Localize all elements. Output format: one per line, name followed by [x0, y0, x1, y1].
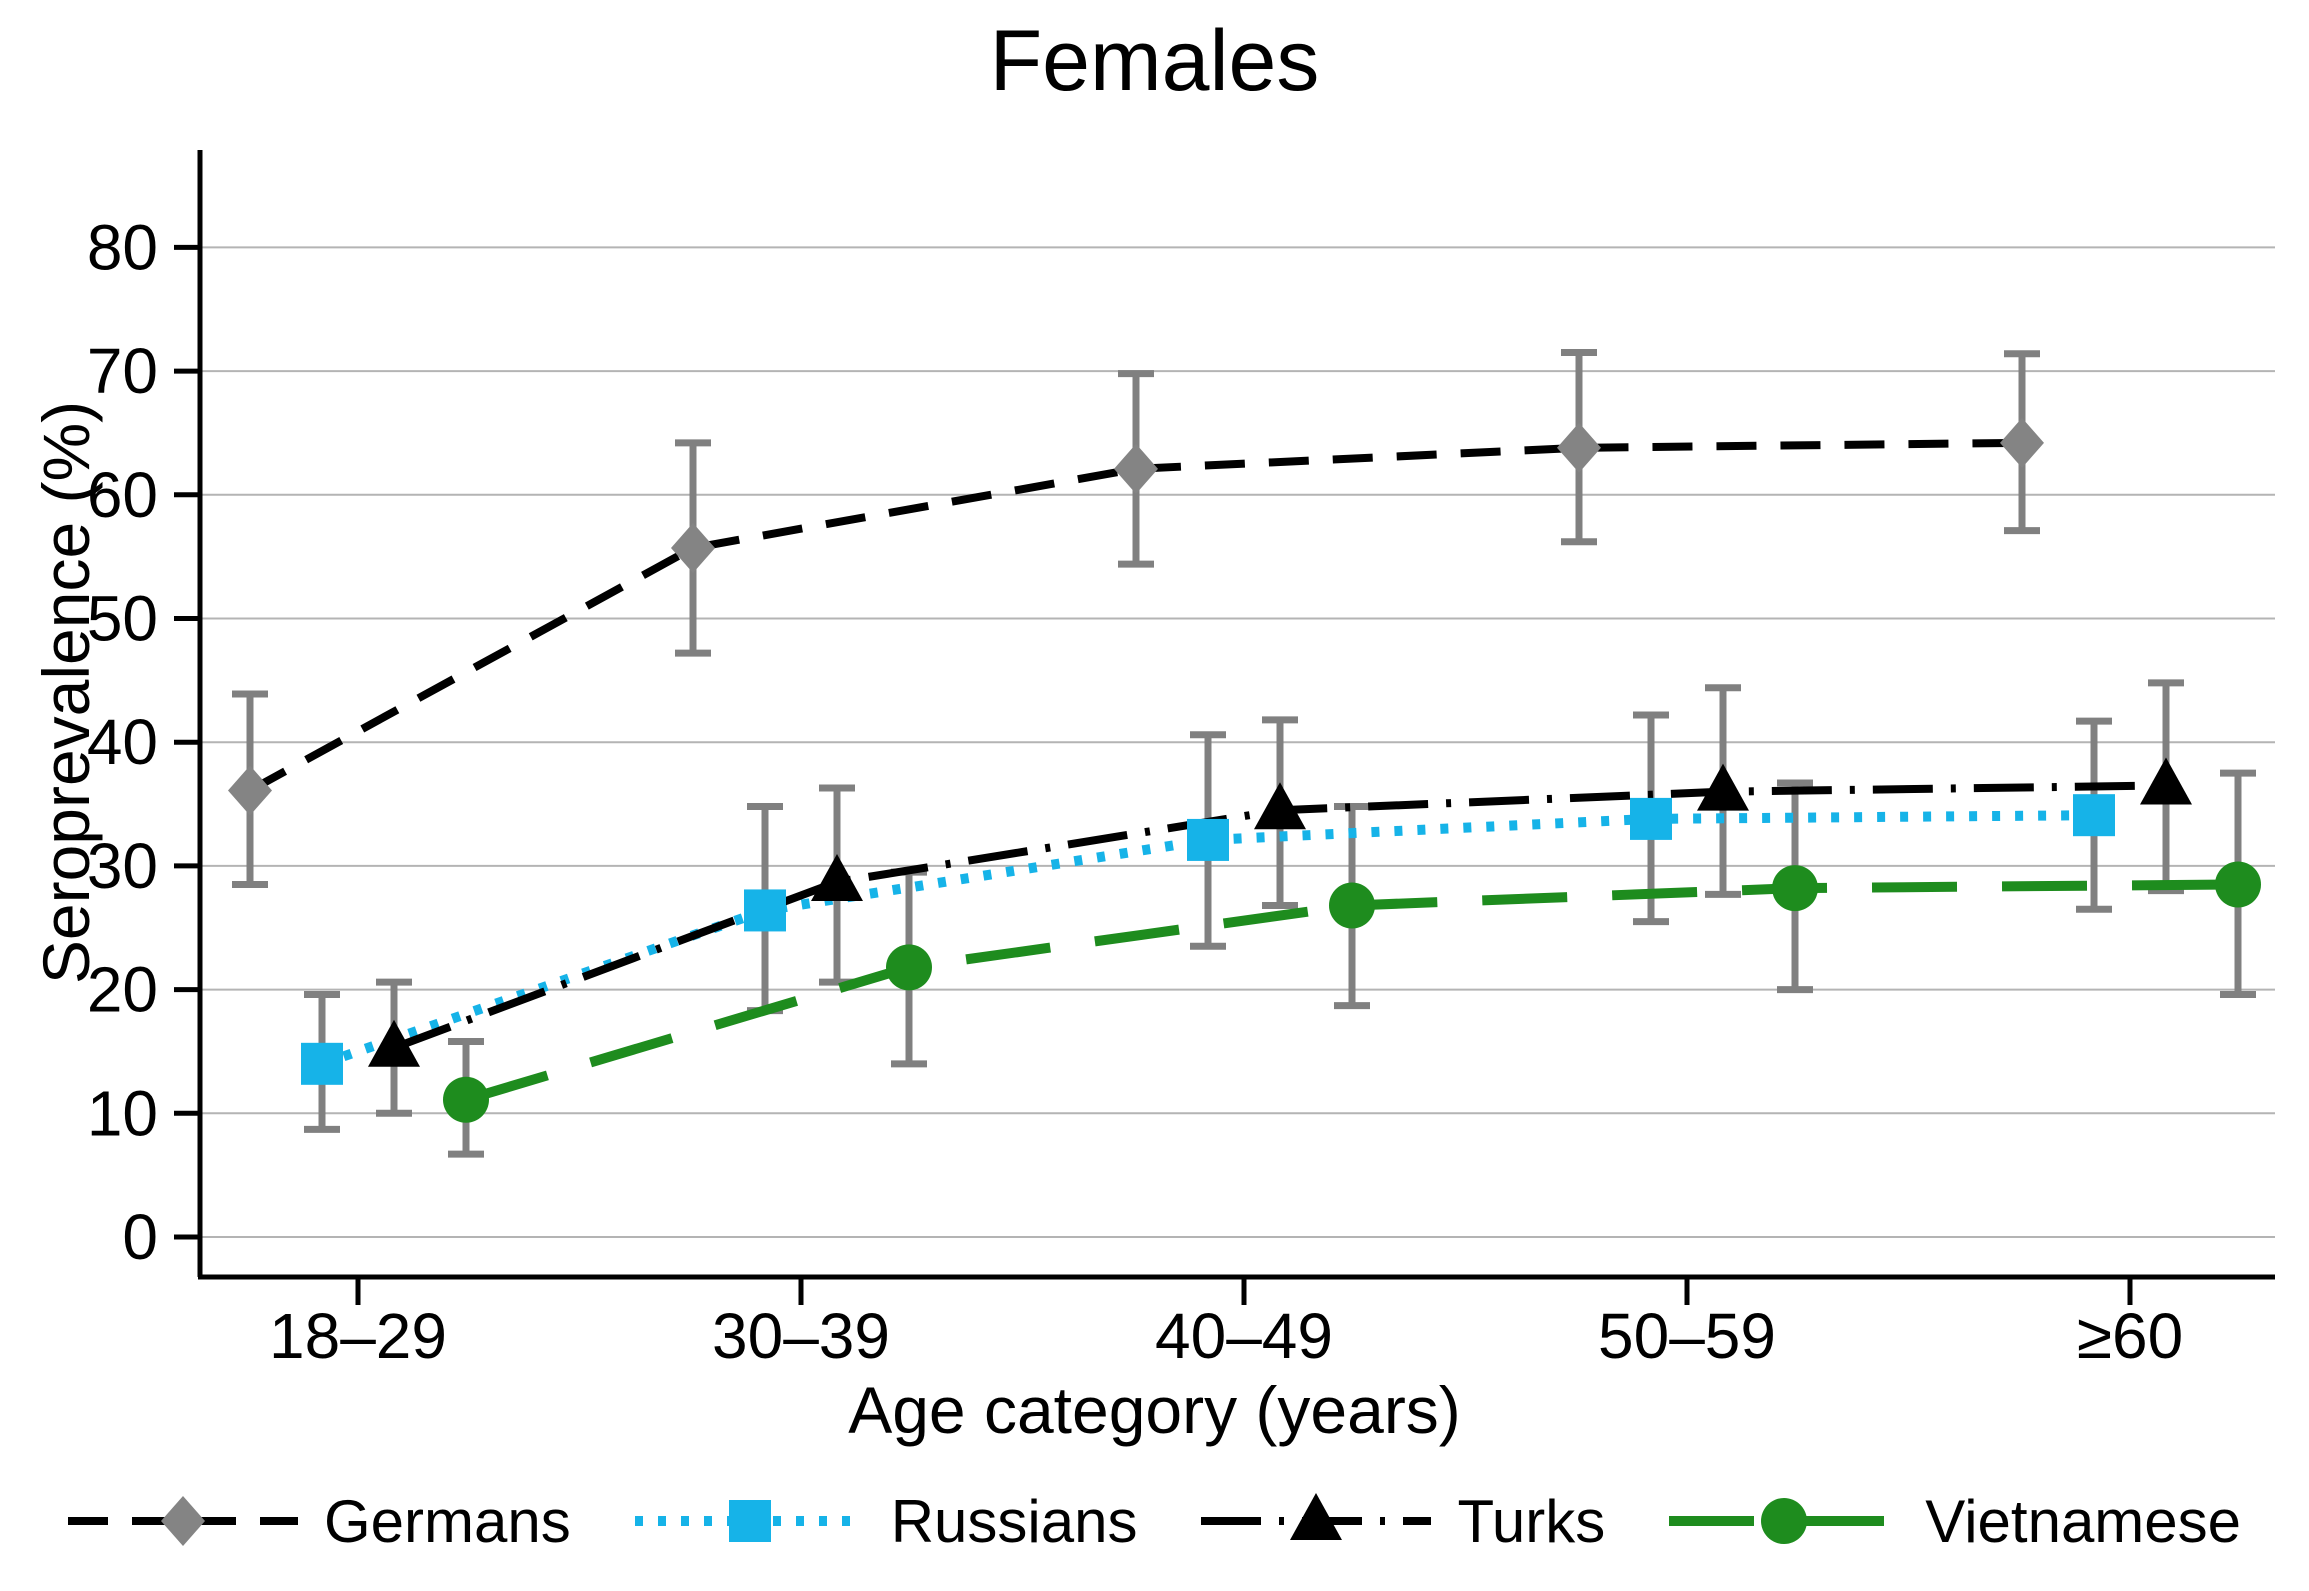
marker-germans-0 — [228, 765, 272, 816]
legend-marker-vietnamese — [1761, 1498, 1808, 1544]
marker-vietnamese-3 — [1772, 865, 1818, 912]
legend-label-germans: Germans — [323, 1487, 571, 1555]
marker-vietnamese-2 — [1329, 882, 1375, 929]
y-tick-label-10: 10 — [87, 1077, 158, 1149]
y-tick-label-70: 70 — [87, 335, 158, 407]
marker-turks-3 — [1697, 763, 1749, 811]
marker-turks-2 — [1254, 782, 1306, 830]
legend-swatch-germans — [67, 1496, 298, 1546]
x-tick-label-2: 40–49 — [1155, 1300, 1333, 1372]
x-axis-title: Age category (years) — [848, 1373, 1461, 1447]
legend-swatch-russians — [634, 1500, 865, 1542]
marker-russians-2 — [1187, 818, 1229, 861]
marker-russians-4 — [2073, 794, 2115, 837]
legend-item-germans: Germans — [67, 1485, 571, 1557]
x-tick-label-1: 30–39 — [712, 1300, 890, 1372]
y-tick-label-50: 50 — [87, 583, 158, 655]
legend-swatch-turks — [1201, 1493, 1432, 1540]
y-tick-label-30: 30 — [87, 830, 158, 902]
marker-vietnamese-1 — [886, 944, 932, 991]
legend-label-russians: Russians — [890, 1487, 1138, 1555]
chart-title: Females — [989, 13, 1320, 109]
legend-marker-germans — [160, 1496, 205, 1546]
legend-item-vietnamese: Vietnamese — [1669, 1485, 2241, 1557]
y-axis-title: Seroprevalence (%) — [29, 400, 103, 985]
marker-russians-1 — [744, 889, 786, 932]
x-tick-label-3: 50–59 — [1598, 1300, 1776, 1372]
marker-turks-4 — [2140, 757, 2192, 805]
legend-swatch-vietnamese — [1669, 1498, 1900, 1544]
x-tick-label-0: 18–29 — [269, 1300, 447, 1372]
y-tick-label-80: 80 — [87, 211, 158, 283]
marker-russians-3 — [1630, 797, 1672, 840]
marker-germans-3 — [1557, 422, 1601, 473]
marker-germans-2 — [1114, 443, 1158, 494]
series-line-vietnamese — [464, 879, 2239, 1105]
marker-russians-0 — [301, 1042, 343, 1085]
marker-vietnamese-0 — [443, 1076, 489, 1123]
y-tick-label-40: 40 — [87, 706, 158, 778]
y-tick-label-0: 0 — [122, 1201, 158, 1273]
legend: Germans Russians Turks Vietnamese — [0, 1466, 2309, 1576]
legend-marker-turks — [1290, 1493, 1343, 1540]
legend-label-vietnamese: Vietnamese — [1925, 1487, 2242, 1555]
legend-item-russians: Russians — [634, 1485, 1138, 1557]
legend-label-turks: Turks — [1457, 1487, 1606, 1555]
legend-item-turks: Turks — [1201, 1485, 1605, 1557]
series-line-germans — [248, 438, 2023, 794]
x-tick-label-4: ≥60 — [2077, 1300, 2183, 1372]
legend-marker-russians — [728, 1500, 771, 1542]
y-tick-label-60: 60 — [87, 459, 158, 531]
marker-vietnamese-4 — [2215, 861, 2261, 908]
y-tick-label-20: 20 — [87, 954, 158, 1026]
marker-germans-4 — [2000, 417, 2044, 468]
marker-germans-1 — [671, 522, 715, 573]
marker-turks-1 — [811, 853, 863, 901]
marker-turks-0 — [368, 1019, 420, 1067]
